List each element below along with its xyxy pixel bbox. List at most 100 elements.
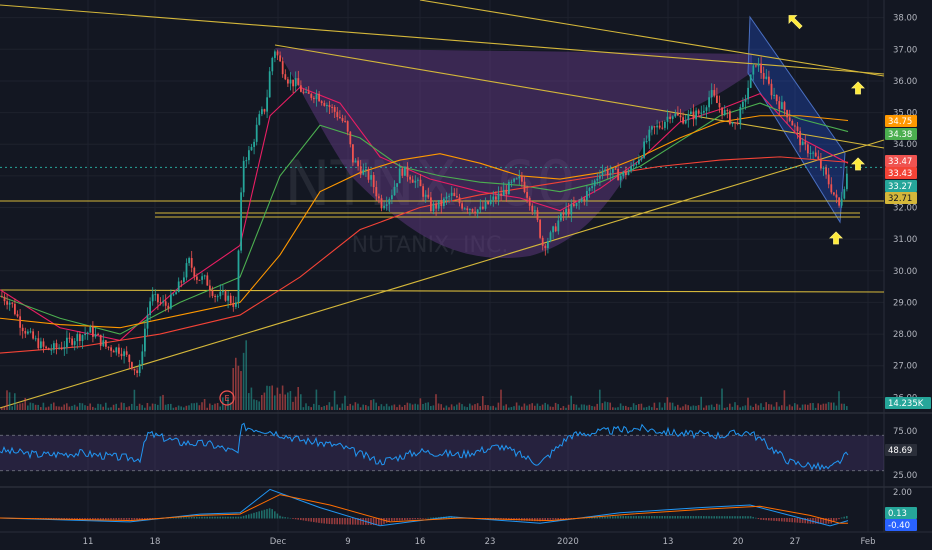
candle-body [456, 196, 458, 198]
volume-bar [807, 404, 809, 410]
volume-bar [154, 403, 156, 410]
candle-body [432, 203, 435, 212]
candle-body [32, 331, 34, 339]
volume-bar [760, 403, 762, 410]
volume-bar [827, 402, 830, 410]
candle-body [190, 258, 193, 268]
volume-bar [339, 407, 341, 410]
macd-histogram-bar [375, 518, 377, 526]
macd-histogram-bar [796, 518, 799, 523]
volume-bar [578, 407, 580, 410]
candle-body [16, 314, 19, 317]
rsi-panel[interactable] [0, 422, 884, 472]
volume-bar [237, 365, 240, 410]
earnings-marker[interactable]: E [219, 390, 235, 406]
volume-bar [786, 406, 788, 410]
volume-bar [209, 403, 211, 410]
candle-body [619, 176, 622, 181]
price-badge-label: 33.43 [888, 169, 912, 179]
macd-histogram-bar [734, 516, 736, 519]
volume-bar [453, 406, 455, 410]
volume-bar [747, 397, 749, 410]
volume-bar [796, 404, 799, 410]
price-tick-label: 38.00 [893, 14, 917, 24]
volume-bar [812, 403, 814, 410]
volume-bar [703, 407, 705, 410]
volume-bar [443, 407, 445, 410]
volume-bar [820, 404, 822, 410]
volume-bar [788, 404, 791, 410]
macd-histogram-bar [393, 518, 396, 521]
candle-body [734, 122, 736, 124]
candle-body [128, 354, 131, 363]
volume-bar [432, 405, 435, 410]
candle-body [469, 208, 471, 211]
volume-bar [419, 398, 422, 410]
candle-body [92, 326, 94, 337]
volume-bar [471, 405, 474, 410]
candles[interactable] [1, 49, 848, 378]
drawings-layer[interactable] [0, 0, 885, 409]
volume-bar [479, 406, 481, 410]
volume-bar [586, 405, 588, 410]
rsi-tick-label: 75.00 [893, 427, 917, 437]
volume-bar [846, 406, 848, 410]
macd-panel[interactable] [0, 488, 849, 527]
volume-bar [175, 407, 177, 410]
volume-bar [248, 393, 250, 410]
macd-histogram-bar [385, 518, 388, 523]
arrow-shape [829, 231, 843, 245]
macd-histogram-bar [666, 516, 669, 519]
volume-bar [73, 404, 76, 410]
candle-body [458, 197, 461, 204]
candle-body [565, 208, 567, 215]
candle-body [567, 208, 570, 215]
macd-histogram-bar [723, 516, 726, 519]
volume-bar [206, 407, 208, 410]
candle-body [222, 291, 224, 293]
candle-body [549, 232, 552, 242]
candle-body [830, 184, 833, 193]
time-tick-label: 9 [345, 537, 350, 547]
macd-histogram-bar [289, 517, 292, 519]
candle-body [445, 196, 448, 199]
volume-bar [341, 403, 344, 410]
macd-histogram-bar [300, 518, 302, 521]
volume-bar [557, 404, 559, 410]
volume-bar [268, 386, 271, 410]
volume-bar [700, 396, 702, 410]
candle-body [757, 63, 760, 67]
price-badge [885, 192, 917, 204]
macd-histogram-bar [614, 516, 617, 519]
candle-body [419, 179, 422, 187]
macd-histogram-bar [188, 517, 190, 519]
candle-body [726, 110, 729, 112]
macd-histogram-bar [765, 518, 767, 521]
volume-bar [833, 402, 835, 410]
macd-histogram-bar [123, 518, 125, 520]
macd-histogram-bar [320, 518, 323, 524]
macd-histogram-bar [219, 516, 221, 519]
macd-histogram-bar [528, 518, 531, 521]
moving-averages [0, 86, 849, 354]
candle-body [60, 347, 63, 350]
watermark-name: NUTANIX, INC. [352, 233, 509, 258]
candle-body [526, 192, 528, 198]
candle-body [718, 102, 721, 108]
candle-body [552, 226, 554, 233]
macd-histogram-bar [404, 518, 406, 521]
macd-histogram-bar [843, 516, 845, 519]
volume-bar [804, 404, 806, 410]
volume-bar [830, 402, 832, 410]
volume-bar [112, 404, 115, 410]
macd-histogram-bar [266, 509, 268, 519]
candle-body [354, 160, 357, 163]
volume-bar [739, 407, 741, 410]
candle-body [341, 118, 344, 121]
candle-body [648, 129, 651, 142]
volume-bar [255, 400, 258, 410]
macd-histogram-bar [617, 516, 619, 519]
macd-histogram-bar [255, 512, 258, 519]
